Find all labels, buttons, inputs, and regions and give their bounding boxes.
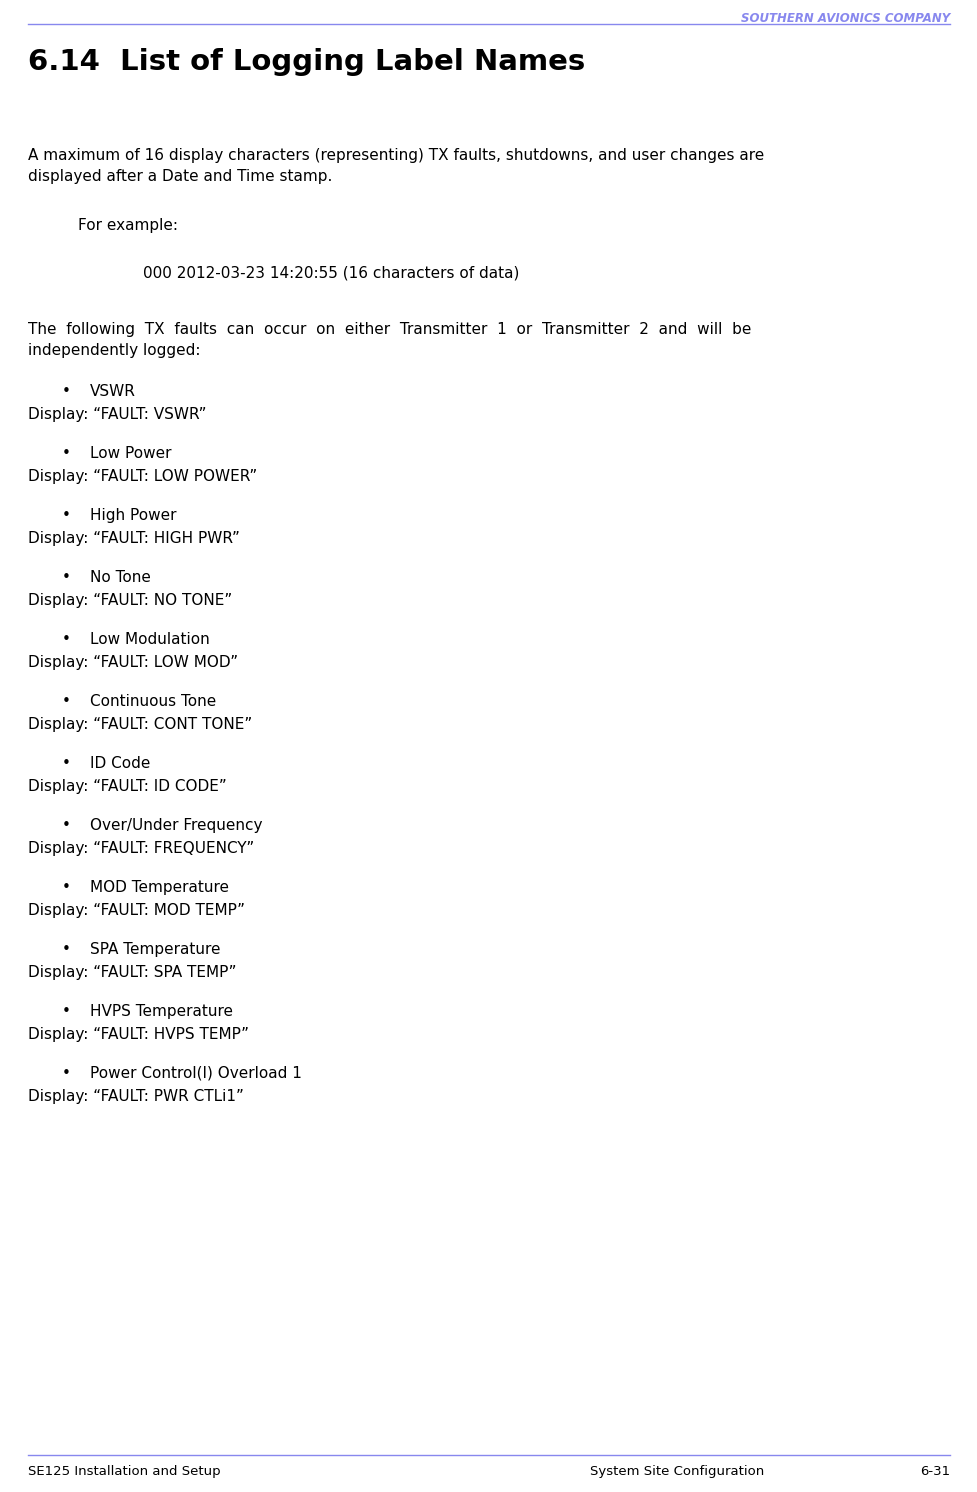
Text: independently logged:: independently logged: [28,343,200,358]
Text: Display: “FAULT: CONT TONE”: Display: “FAULT: CONT TONE” [28,718,252,733]
Text: displayed after a Date and Time stamp.: displayed after a Date and Time stamp. [28,169,332,184]
Text: •: • [62,507,70,524]
Text: HVPS Temperature: HVPS Temperature [90,1004,233,1019]
Text: SPA Temperature: SPA Temperature [90,941,221,956]
Text: Display: “FAULT: VSWR”: Display: “FAULT: VSWR” [28,407,206,422]
Text: Display: “FAULT: FREQUENCY”: Display: “FAULT: FREQUENCY” [28,841,254,856]
Text: SOUTHERN AVIONICS COMPANY: SOUTHERN AVIONICS COMPANY [741,12,950,25]
Text: Over/Under Frequency: Over/Under Frequency [90,818,263,833]
Text: MOD Temperature: MOD Temperature [90,880,229,895]
Text: Low Power: Low Power [90,446,172,461]
Text: Display: “FAULT: MOD TEMP”: Display: “FAULT: MOD TEMP” [28,903,245,918]
Text: 000 2012-03-23 14:20:55 (16 characters of data): 000 2012-03-23 14:20:55 (16 characters o… [143,266,520,280]
Text: •: • [62,1004,70,1019]
Text: SE125 Installation and Setup: SE125 Installation and Setup [28,1465,221,1479]
Text: Display: “FAULT: LOW MOD”: Display: “FAULT: LOW MOD” [28,655,238,670]
Text: •: • [62,570,70,585]
Text: System Site Configuration: System Site Configuration [590,1465,764,1479]
Text: •: • [62,941,70,956]
Text: •: • [62,756,70,771]
Text: For example:: For example: [78,218,178,233]
Text: Display: “FAULT: HVPS TEMP”: Display: “FAULT: HVPS TEMP” [28,1026,249,1041]
Text: Power Control(I) Overload 1: Power Control(I) Overload 1 [90,1065,302,1082]
Text: A maximum of 16 display characters (representing) TX faults, shutdowns, and user: A maximum of 16 display characters (repr… [28,148,764,163]
Text: 6-31: 6-31 [920,1465,950,1479]
Text: Display: “FAULT: ID CODE”: Display: “FAULT: ID CODE” [28,779,227,794]
Text: Display: “FAULT: HIGH PWR”: Display: “FAULT: HIGH PWR” [28,531,240,546]
Text: •: • [62,446,70,461]
Text: Display: “FAULT: LOW POWER”: Display: “FAULT: LOW POWER” [28,468,257,483]
Text: •: • [62,694,70,709]
Text: ID Code: ID Code [90,756,150,771]
Text: VSWR: VSWR [90,383,136,398]
Text: Display: “FAULT: SPA TEMP”: Display: “FAULT: SPA TEMP” [28,965,236,980]
Text: Display: “FAULT: PWR CTLi1”: Display: “FAULT: PWR CTLi1” [28,1089,244,1104]
Text: •: • [62,1065,70,1082]
Text: 6.14  List of Logging Label Names: 6.14 List of Logging Label Names [28,48,585,76]
Text: •: • [62,880,70,895]
Text: •: • [62,383,70,398]
Text: •: • [62,818,70,833]
Text: Low Modulation: Low Modulation [90,633,210,648]
Text: High Power: High Power [90,507,177,524]
Text: The  following  TX  faults  can  occur  on  either  Transmitter  1  or  Transmit: The following TX faults can occur on eit… [28,322,751,337]
Text: No Tone: No Tone [90,570,150,585]
Text: •: • [62,633,70,648]
Text: Display: “FAULT: NO TONE”: Display: “FAULT: NO TONE” [28,592,233,609]
Text: Continuous Tone: Continuous Tone [90,694,216,709]
